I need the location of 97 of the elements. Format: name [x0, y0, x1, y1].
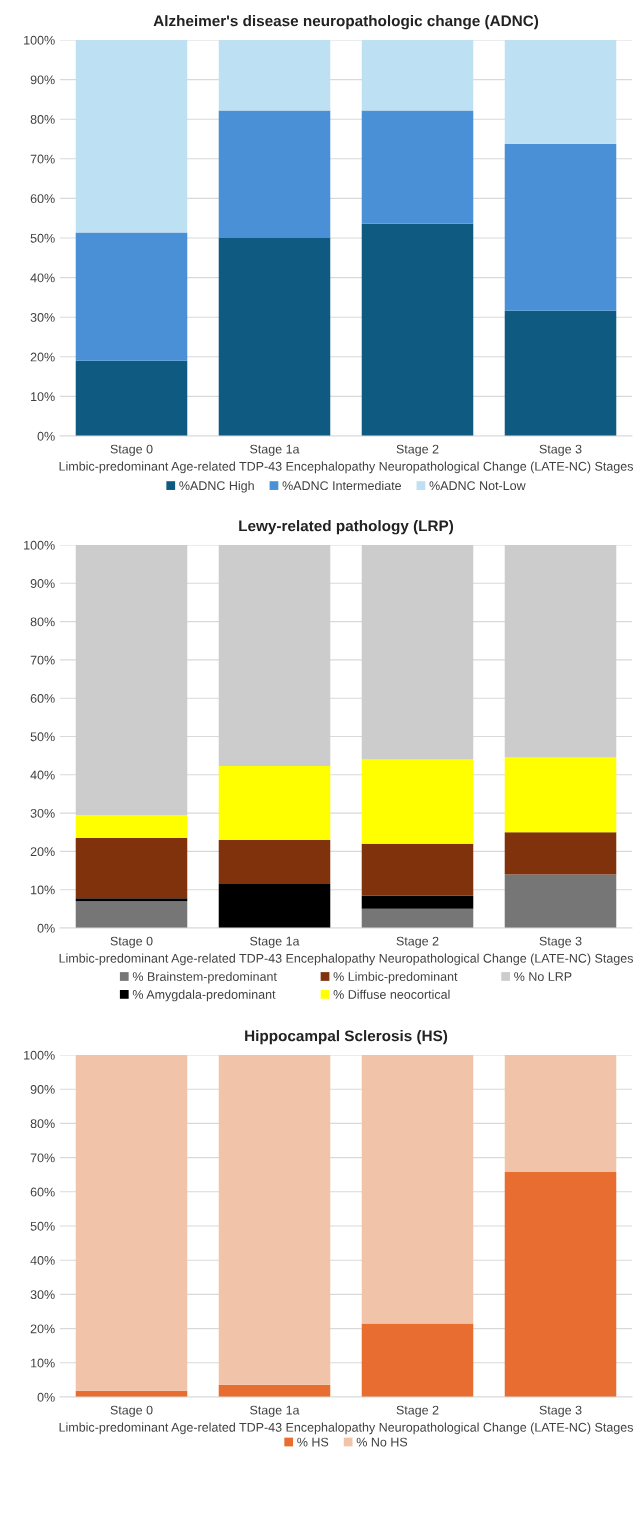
y-tick-label: 100% — [24, 35, 55, 45]
y-tick-label: 50% — [30, 1221, 55, 1231]
y-tick-label: 90% — [30, 75, 55, 85]
y-tick-label: 30% — [30, 313, 55, 322]
bar — [504, 545, 617, 758]
y-tick-label: 40% — [30, 770, 55, 780]
y-tick-label: 0% — [37, 923, 55, 933]
chart-title: Lewy-related pathology (LRP) — [239, 520, 454, 535]
chart-title: Alzheimer's disease neuropathologic change (ADNC) — [153, 15, 539, 30]
x-tick-label: Stage 1a — [250, 444, 300, 456]
bar — [504, 310, 617, 436]
legend-label: % HS — [297, 1437, 329, 1447]
x-axis-title: Limbic-predominant Age-related TDP-43 Encephalopathy Neuropathological Change (LATE-NC) Stages — [59, 953, 633, 966]
legend-label: %ADNC Intermediate — [282, 480, 402, 491]
bar — [75, 232, 188, 361]
bar — [504, 1055, 617, 1172]
y-tick-label: 20% — [30, 847, 55, 857]
x-tick-label: Stage 3 — [539, 936, 582, 948]
bar — [361, 1323, 474, 1397]
y-tick-label: 0% — [37, 431, 55, 441]
bar — [218, 40, 331, 111]
x-tick-label: Stage 0 — [110, 936, 153, 948]
legend-label: %ADNC High — [179, 480, 254, 493]
chart-title: Hippocampal Sclerosis (HS) — [245, 1030, 448, 1045]
legend-label: % No LRP — [514, 972, 572, 981]
bar — [218, 545, 331, 766]
bar — [75, 40, 188, 233]
y-tick-label: 10% — [31, 1358, 55, 1368]
y-tick-label: 70% — [30, 154, 55, 164]
legend-label: % Limbic-predominant — [333, 971, 458, 984]
bar — [75, 815, 188, 838]
bar — [504, 832, 617, 875]
bar — [218, 765, 331, 840]
y-tick-label: 60% — [30, 694, 55, 703]
bar — [361, 40, 474, 111]
bar — [218, 110, 331, 238]
y-tick-label: 30% — [30, 808, 55, 818]
y-tick-label: 80% — [30, 115, 55, 124]
bar — [504, 1171, 617, 1397]
y-tick-label: 40% — [30, 1256, 55, 1265]
y-tick-label: 20% — [30, 1324, 55, 1334]
y-tick-label: 10% — [31, 392, 55, 402]
y-tick-label: 100% — [24, 540, 55, 550]
x-tick-label: Stage 2 — [396, 936, 439, 948]
legend-label: % Amygdala-predominant — [132, 989, 276, 1002]
bar — [361, 759, 474, 844]
y-tick-label: 10% — [31, 885, 55, 895]
legend-label: % No HS — [356, 1437, 408, 1447]
bar — [218, 883, 331, 928]
bar — [504, 757, 617, 833]
y-tick-label: 50% — [30, 233, 55, 243]
x-tick-label: Stage 3 — [539, 444, 582, 456]
x-tick-label: Stage 2 — [396, 1405, 439, 1417]
y-tick-label: 30% — [30, 1290, 55, 1300]
x-tick-label: Stage 1a — [250, 936, 300, 948]
y-tick-label: 100% — [24, 1050, 55, 1060]
bar — [218, 839, 331, 884]
bar — [361, 1055, 474, 1324]
x-tick-label: Stage 0 — [110, 1405, 153, 1417]
bar — [504, 40, 617, 144]
x-tick-label: Stage 2 — [396, 444, 439, 456]
bar — [361, 223, 474, 436]
y-tick-label: 80% — [30, 1119, 55, 1129]
y-tick-label: 50% — [30, 732, 55, 742]
y-tick-label: 60% — [30, 194, 55, 204]
bar — [504, 143, 617, 311]
y-tick-label: 20% — [30, 352, 55, 362]
bar — [361, 895, 474, 909]
legend-label: % Brainstem-predominant — [132, 971, 277, 984]
legend-label: % Diffuse neocortical — [333, 989, 450, 999]
bar — [75, 360, 188, 436]
bar — [218, 238, 331, 436]
legend-label: %ADNC Not-Low — [429, 481, 526, 491]
y-tick-label: 70% — [30, 655, 55, 665]
bar — [361, 110, 474, 224]
bar — [75, 1055, 188, 1391]
y-tick-label: 70% — [30, 1153, 55, 1163]
bar — [75, 838, 188, 899]
y-tick-label: 40% — [30, 273, 55, 283]
bar — [361, 545, 474, 760]
y-tick-label: 80% — [30, 617, 55, 627]
x-tick-label: Stage 0 — [110, 444, 153, 456]
x-axis-title: Limbic-predominant Age-related TDP-43 Encephalopathy Neuropathological Change (LATE-NC) Stages — [59, 461, 633, 474]
bar — [504, 874, 617, 928]
bar — [75, 545, 188, 816]
x-axis-title: Limbic-predominant Age-related TDP-43 Encephalopathy Neuropathological Change (LATE-NC) Stages — [59, 1422, 633, 1435]
y-tick-label: 60% — [30, 1187, 55, 1197]
x-tick-label: Stage 1a — [250, 1405, 300, 1417]
y-tick-label: 90% — [30, 1085, 55, 1094]
bar — [218, 1055, 331, 1385]
y-tick-label: 0% — [37, 1392, 55, 1402]
bar — [75, 901, 188, 928]
bar — [361, 843, 474, 896]
x-tick-label: Stage 3 — [539, 1405, 582, 1417]
bar — [75, 898, 188, 902]
y-tick-label: 90% — [30, 579, 55, 588]
bar — [361, 908, 474, 928]
